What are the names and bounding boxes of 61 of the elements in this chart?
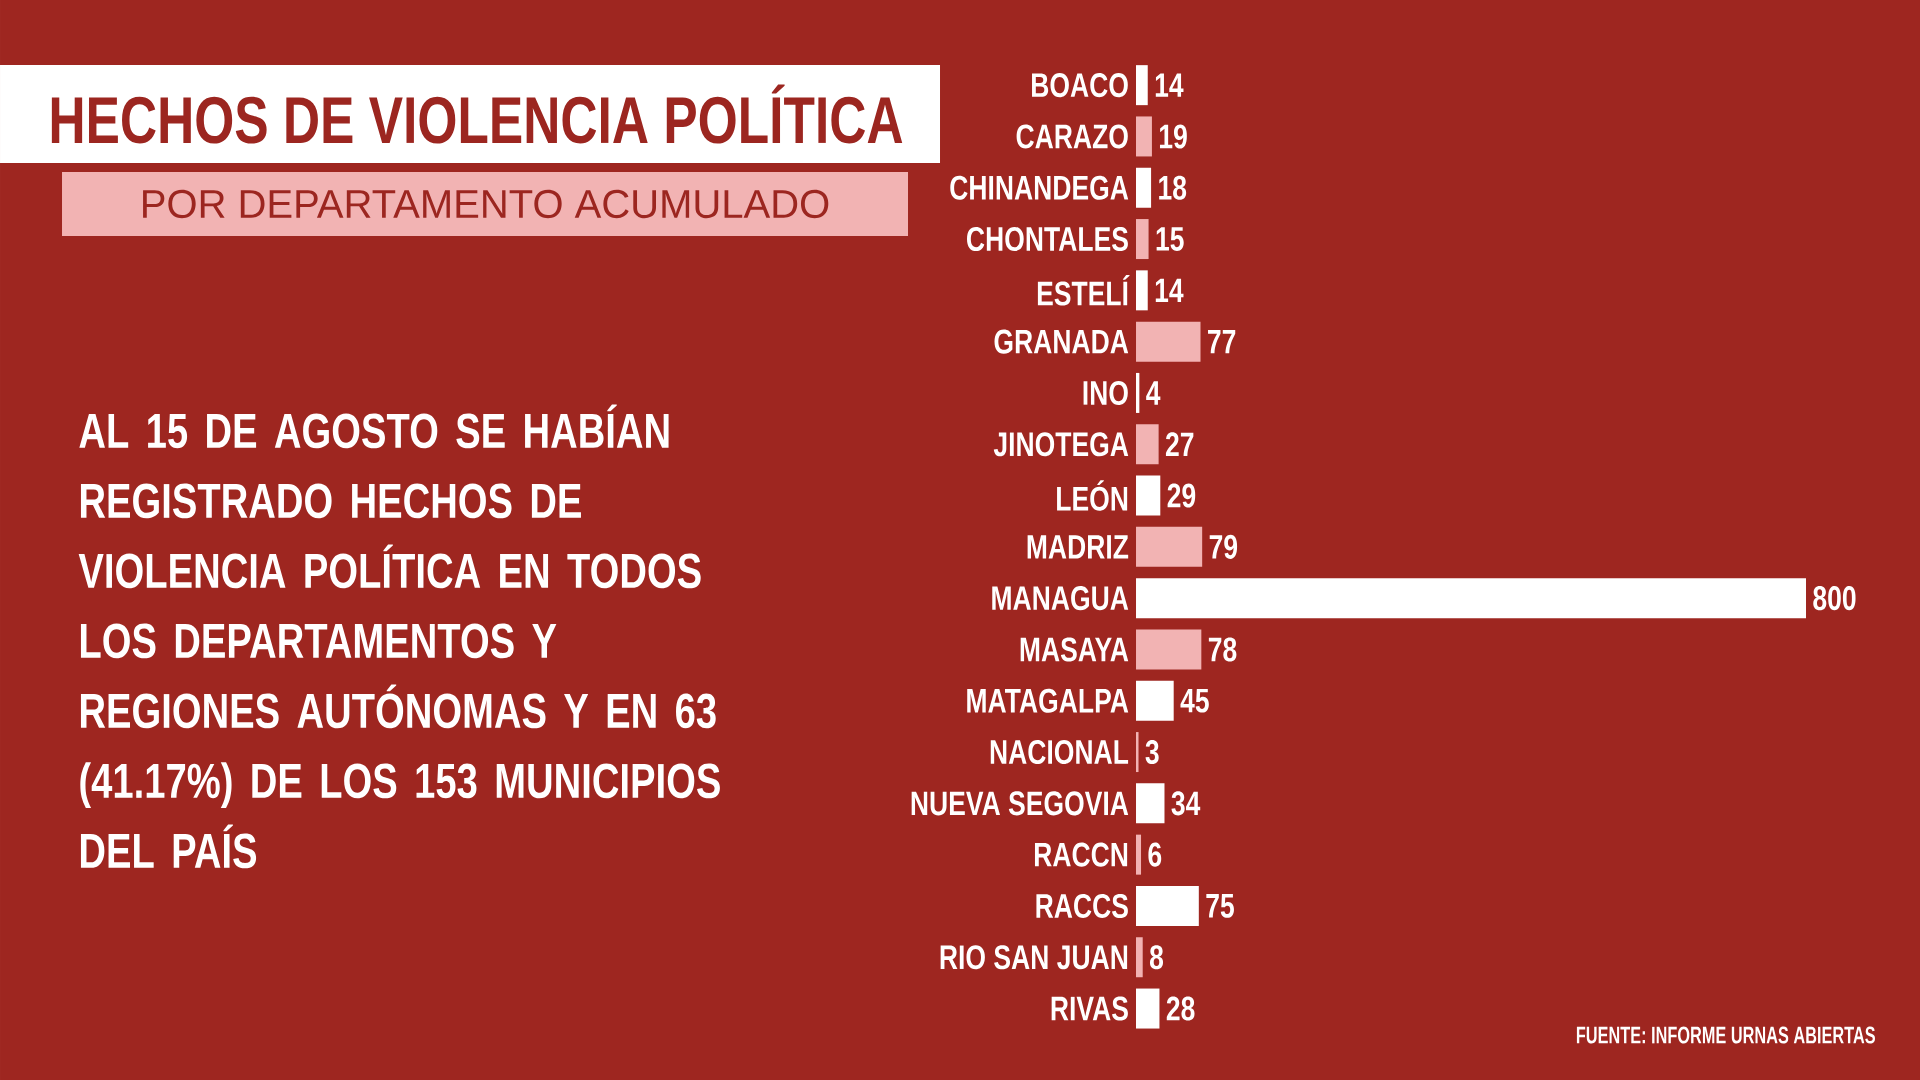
- bar: [1136, 475, 1161, 516]
- data-label: 28: [1166, 996, 1195, 1021]
- bar: [1136, 167, 1152, 208]
- bar: [1136, 526, 1203, 567]
- text: AL 15 DE AGOSTO SE HABÍAN REGISTRADO HECHOS DE VIOLENCIA POLÍTICA EN TODOS LOS DEPARTAMENTOS Y REGIONES AUTÓNOMAS Y EN 63 (41.17%) DE LOS 153 MUNICIPIOS DEL PAÍS: [78, 404, 720, 869]
- y-tick-label: RACCS: [1036, 893, 1128, 918]
- data-label: 8: [1149, 945, 1164, 970]
- data-label: 27: [1165, 432, 1194, 457]
- y-tick-label: CHONTALES: [967, 227, 1128, 252]
- bar: [1136, 834, 1142, 875]
- data-label: 75: [1206, 894, 1234, 918]
- y-tick-label: MADRIZ: [1027, 535, 1129, 559]
- y-tick-label: GRANADA: [994, 329, 1129, 354]
- annotation: FUENTE: INFORME URNAS ABIERTAS: [1576, 1026, 1875, 1044]
- data-label: 4: [1146, 381, 1161, 405]
- bar: [1136, 629, 1202, 670]
- y-tick-label: JINOTEGA: [993, 432, 1129, 457]
- y-tick-label: INO: [1083, 380, 1128, 405]
- data-label: 77: [1208, 329, 1236, 354]
- y-tick-label: MANAGUA: [992, 586, 1129, 611]
- data-label: 18: [1159, 175, 1187, 200]
- data-label: 79: [1209, 534, 1238, 559]
- bar: [1136, 65, 1148, 106]
- text: HECHOS DE VIOLENCIA POLÍTICA: [51, 84, 903, 144]
- data-label: 19: [1159, 124, 1187, 149]
- y-tick-label: MATAGALPA: [967, 688, 1129, 713]
- y-tick-label: LEÓN: [1057, 480, 1128, 511]
- y-tick-label: CHINANDEGA: [950, 175, 1129, 200]
- data-label: 6: [1148, 842, 1162, 867]
- data-label: 14: [1155, 73, 1184, 97]
- y-tick-label: RIVAS: [1051, 996, 1128, 1021]
- bar: [1136, 680, 1174, 721]
- y-tick-label: NUEVA SEGOVIA: [911, 791, 1129, 816]
- y-tick-label: CARAZO: [1016, 124, 1128, 149]
- y-tick-label: MASAYA: [1020, 637, 1129, 662]
- bar: [1136, 372, 1140, 413]
- data-label: 78: [1208, 637, 1237, 662]
- y-tick-label: NACIONAL: [990, 740, 1129, 765]
- bar: [1136, 321, 1201, 362]
- bar: [1136, 885, 1199, 926]
- bar: [1136, 424, 1159, 465]
- data-label: 45: [1180, 688, 1209, 713]
- data-label: 34: [1171, 791, 1201, 816]
- bar: [1136, 270, 1148, 311]
- y-tick-label: BOACO: [1032, 73, 1128, 98]
- y-tick-label: RACCN: [1034, 842, 1128, 867]
- bar: [1136, 578, 1807, 619]
- text: POR DEPARTAMENTO ACUMULADO: [143, 189, 829, 219]
- bar: [1136, 783, 1165, 824]
- bar: [1136, 988, 1160, 1029]
- data-label: 3: [1145, 739, 1159, 765]
- data-label: 29: [1167, 483, 1196, 508]
- y-tick-label: RIO SAN JUAN: [940, 945, 1128, 970]
- data-label: 15: [1156, 227, 1184, 251]
- data-label: 800: [1813, 586, 1856, 611]
- y-tick-label: ESTELÍ: [1037, 275, 1130, 306]
- bar: [1136, 937, 1143, 978]
- bar: [1136, 219, 1149, 260]
- bar: [1136, 116, 1152, 157]
- data-label: 14: [1155, 278, 1184, 303]
- bar: [1136, 732, 1139, 773]
